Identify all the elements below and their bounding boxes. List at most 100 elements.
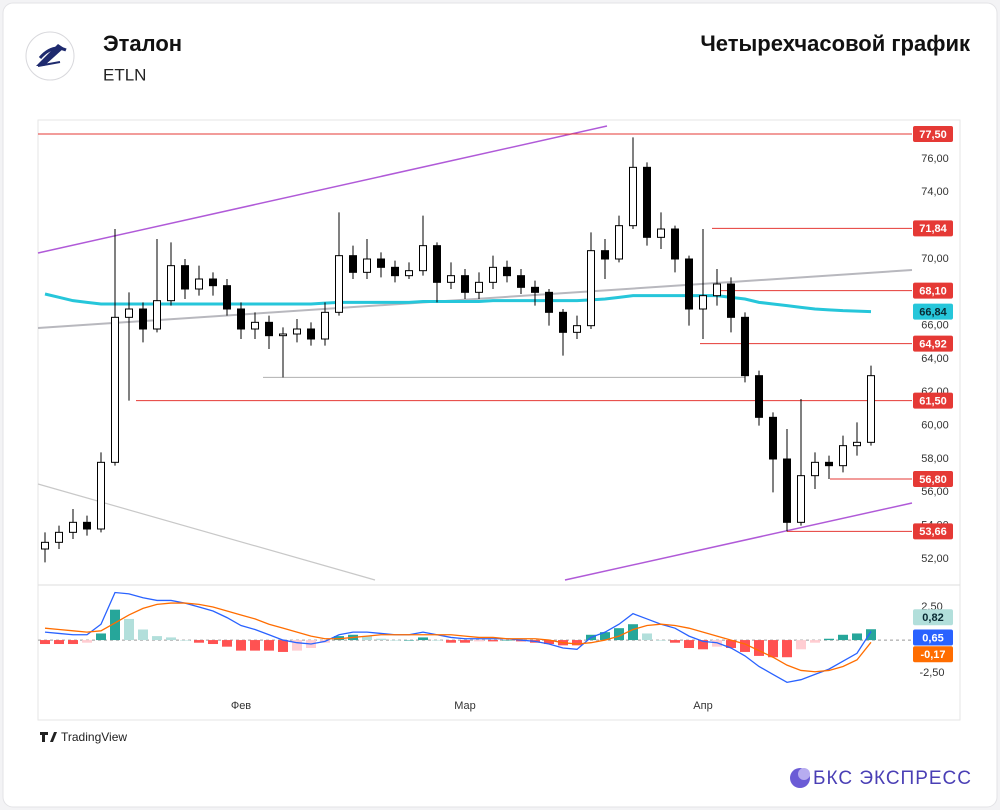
candle-body bbox=[41, 541, 49, 550]
candle-body bbox=[209, 278, 217, 287]
histogram-bar bbox=[796, 640, 806, 650]
candle-body bbox=[349, 255, 357, 273]
candle-body bbox=[727, 283, 735, 318]
candle-body bbox=[671, 228, 679, 260]
x-tick-label: Фев bbox=[231, 700, 251, 712]
candle-body bbox=[195, 278, 203, 290]
price-tag-label: 64,92 bbox=[919, 339, 947, 351]
histogram-bar bbox=[390, 640, 400, 641]
histogram-bar bbox=[418, 637, 428, 641]
histogram-bar bbox=[222, 640, 232, 647]
candle-body bbox=[279, 333, 287, 337]
candle-body bbox=[797, 475, 805, 523]
histogram-bar bbox=[670, 640, 680, 643]
price-tag-label: 77,50 bbox=[919, 129, 947, 141]
candle-body bbox=[503, 266, 511, 277]
candle-body bbox=[811, 461, 819, 477]
histogram-bar bbox=[502, 640, 512, 641]
candle-body bbox=[615, 225, 623, 260]
company-name: Эталон bbox=[103, 31, 182, 56]
histogram-bar bbox=[208, 640, 218, 645]
y-tick-label: 52,00 bbox=[921, 553, 949, 565]
candle-body bbox=[853, 441, 861, 447]
candle-body bbox=[181, 265, 189, 290]
histogram-bar bbox=[264, 640, 274, 651]
candle-body bbox=[111, 316, 119, 463]
y-tick-label: 76,00 bbox=[921, 153, 949, 165]
price-tag bbox=[913, 220, 953, 237]
price-tag bbox=[913, 629, 953, 646]
histogram-bar bbox=[754, 640, 764, 656]
candle-body bbox=[839, 445, 847, 467]
candle-body bbox=[125, 308, 133, 318]
x-tick-label: Апр bbox=[693, 700, 712, 712]
y-tick-label: 56,00 bbox=[921, 486, 949, 498]
price-tag bbox=[913, 303, 953, 320]
candle-body bbox=[867, 375, 875, 443]
candle-body bbox=[433, 245, 441, 283]
candle-body bbox=[573, 325, 581, 333]
candle-body bbox=[699, 295, 707, 310]
histogram-bar bbox=[544, 640, 554, 645]
trendlines bbox=[37, 125, 913, 581]
candle-body bbox=[377, 258, 385, 268]
candle-body bbox=[307, 328, 315, 340]
histogram-bar bbox=[82, 640, 92, 643]
histogram-bar bbox=[124, 618, 134, 641]
chart-panel bbox=[37, 119, 961, 721]
candle-body bbox=[489, 266, 497, 283]
candle-body bbox=[629, 166, 637, 227]
histogram-bar bbox=[362, 636, 372, 641]
y-tick-label: 70,00 bbox=[921, 253, 949, 265]
candle-body bbox=[769, 416, 777, 460]
histogram-bar bbox=[376, 638, 386, 641]
histogram-bar bbox=[236, 640, 246, 651]
price-tag-label: 0,82 bbox=[922, 612, 943, 624]
company-logo bbox=[25, 31, 75, 81]
brand: БКС ЭКСПРЕСС bbox=[813, 768, 972, 789]
price-tag-label: 53,66 bbox=[919, 526, 947, 538]
candle-body bbox=[657, 228, 665, 238]
histogram-bar bbox=[824, 638, 834, 641]
candle-body bbox=[321, 311, 329, 340]
brand-logo bbox=[790, 768, 810, 788]
histogram-bar bbox=[138, 629, 148, 641]
candle-body bbox=[783, 458, 791, 523]
price-tag bbox=[913, 609, 953, 626]
y-tick-label: 66,00 bbox=[921, 320, 949, 332]
histogram-bar bbox=[166, 637, 176, 641]
y-tick-label: -2,50 bbox=[919, 667, 944, 679]
candle-body bbox=[83, 521, 91, 530]
price-tag-label: -0,17 bbox=[920, 649, 945, 661]
histogram-bar bbox=[250, 640, 260, 651]
y-tick-label: 58,00 bbox=[921, 453, 949, 465]
y-tick-label: 60,00 bbox=[921, 420, 949, 432]
histogram-bar bbox=[446, 640, 456, 643]
candle-body bbox=[139, 308, 147, 330]
source: TradingView bbox=[61, 730, 127, 744]
histogram-bar bbox=[726, 640, 736, 648]
histogram-bar bbox=[642, 633, 652, 641]
candle-body bbox=[517, 275, 525, 288]
histogram-bar bbox=[432, 640, 442, 641]
candle-body bbox=[167, 265, 175, 302]
candle-body bbox=[545, 291, 553, 313]
price-tag-label: 68,10 bbox=[919, 286, 947, 298]
histogram-bar bbox=[768, 640, 778, 658]
x-tick-label: Мар bbox=[454, 700, 476, 712]
candle-body bbox=[713, 283, 721, 297]
y-tick-label: 74,00 bbox=[921, 186, 949, 198]
candle-body bbox=[461, 275, 469, 293]
candle-body bbox=[391, 266, 399, 277]
histogram-bar bbox=[152, 636, 162, 641]
histogram-bar bbox=[600, 632, 610, 641]
histogram-bar bbox=[40, 640, 50, 645]
candle-body bbox=[531, 286, 539, 293]
trendline bbox=[37, 269, 913, 329]
candle-body bbox=[559, 311, 567, 333]
trendline bbox=[37, 483, 376, 581]
candle-body bbox=[741, 316, 749, 377]
candle-body bbox=[335, 255, 343, 313]
candle-body bbox=[405, 270, 413, 277]
